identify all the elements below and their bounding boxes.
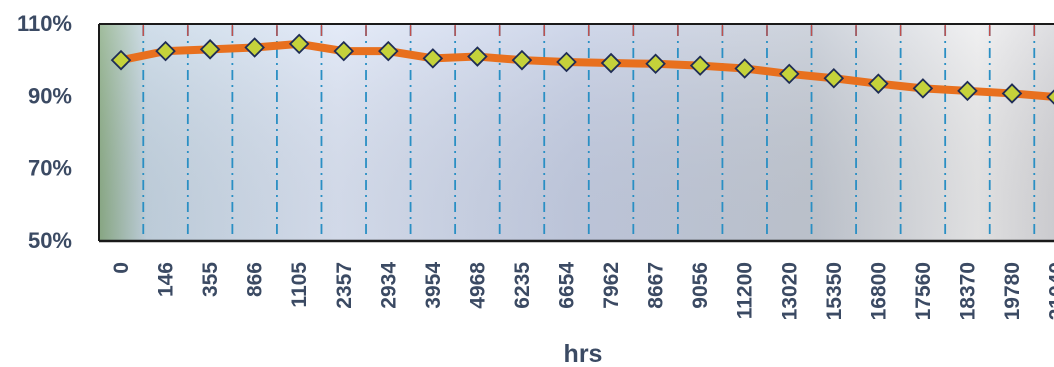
gridlines xyxy=(142,25,1036,239)
x-tick-label: 6235 xyxy=(511,262,534,309)
series-line xyxy=(117,39,1054,101)
x-tick-label: 8667 xyxy=(645,262,668,309)
y-tick-label: 50% xyxy=(28,228,72,253)
x-tick-label: 18370 xyxy=(956,262,979,320)
y-tick-labels: 50% 70% 90% 110% xyxy=(17,11,72,253)
x-tick-label: 6654 xyxy=(556,262,579,309)
data-point-marker xyxy=(244,37,265,58)
x-tick-label: 15350 xyxy=(823,262,846,320)
y-tick-label: 90% xyxy=(28,83,72,108)
top-band xyxy=(100,0,1054,24)
data-point-marker xyxy=(645,53,666,75)
plot-area-shade xyxy=(99,24,1054,241)
x-tick-label: 3954 xyxy=(422,262,445,309)
x-tick-label: 13020 xyxy=(778,262,801,320)
data-point-marker xyxy=(333,40,355,62)
data-point-marker xyxy=(511,49,533,71)
data-point-marker xyxy=(957,80,978,102)
data-point-marker xyxy=(1046,89,1054,105)
data-point-marker xyxy=(155,40,176,62)
x-tick-label: 11200 xyxy=(734,262,757,319)
x-tick-label: 2934 xyxy=(377,262,400,309)
data-point-marker xyxy=(422,48,444,69)
data-point-marker xyxy=(467,46,488,67)
x-tick-label: 9056 xyxy=(689,262,712,309)
x-tick-label: 866 xyxy=(244,262,267,297)
data-point-marker xyxy=(1001,83,1023,104)
x-axis-title: hrs xyxy=(564,340,603,367)
x-tick-label: 355 xyxy=(199,262,222,297)
y-tick-label: 70% xyxy=(28,156,72,181)
series-markers xyxy=(110,33,1054,105)
x-tick-label: 2357 xyxy=(333,262,356,309)
data-point-marker xyxy=(734,58,755,79)
axes xyxy=(98,23,1054,243)
data-point-marker xyxy=(378,40,399,62)
data-point-marker xyxy=(556,51,577,73)
data-point-marker xyxy=(288,33,310,55)
data-point-marker xyxy=(778,63,800,85)
x-tick-label: 16800 xyxy=(867,262,890,320)
data-point-marker xyxy=(912,78,934,99)
data-point-marker xyxy=(689,55,711,76)
plot-background xyxy=(99,0,1054,241)
x-tick-label: 0 xyxy=(110,262,133,274)
y-tick-label: 110% xyxy=(17,11,72,36)
data-point-marker xyxy=(823,67,845,89)
x-tick-label: 1105 xyxy=(288,262,311,308)
x-tick-label: 21040 xyxy=(1046,262,1054,320)
x-tick-label: 19780 xyxy=(1001,262,1024,320)
data-point-marker xyxy=(600,52,622,74)
x-tick-label: 17560 xyxy=(912,262,935,320)
data-point-marker xyxy=(868,73,889,94)
x-tick-label: 7962 xyxy=(600,262,623,309)
x-tick-labels: 0 146 355 866 1105 2357 2934 3954 4968 6235 6654 79… xyxy=(110,262,1054,321)
series-line-path xyxy=(117,39,1054,101)
x-tick-label: 146 xyxy=(155,262,178,297)
data-point-marker xyxy=(199,39,221,60)
x-tick-label: 4968 xyxy=(466,262,489,309)
data-point-marker xyxy=(110,49,132,71)
